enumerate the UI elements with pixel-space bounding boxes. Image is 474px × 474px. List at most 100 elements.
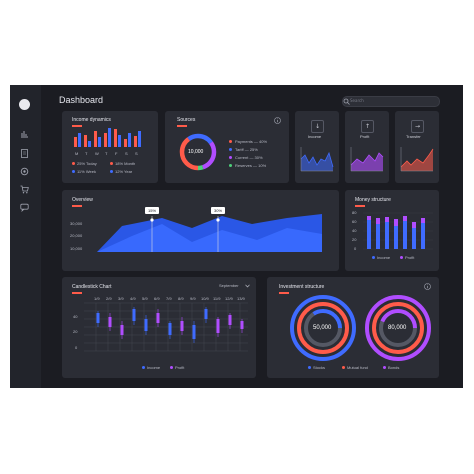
- sidebar: [10, 85, 41, 388]
- bar-pair: [114, 129, 121, 147]
- date-label: 5/9: [142, 296, 148, 301]
- stat-month: 18% Month: [115, 161, 136, 166]
- chevron-down-icon[interactable]: [245, 284, 250, 288]
- date-label: 13/9: [237, 296, 245, 301]
- y-tick: 20: [73, 329, 78, 334]
- stat-dot: [110, 170, 113, 173]
- search-input[interactable]: Search: [342, 96, 440, 107]
- month-select[interactable]: September: [219, 283, 239, 288]
- legend-dot: [383, 366, 386, 369]
- transfer-sparkline: [400, 147, 434, 172]
- date-label: 2/9: [106, 296, 112, 301]
- income-bars: [74, 128, 141, 147]
- chart-icon[interactable]: [20, 129, 29, 138]
- stat-today: 25% Today: [77, 161, 97, 166]
- info-icon[interactable]: [424, 283, 431, 290]
- date-label: 1/9: [94, 296, 100, 301]
- legend-dot: [342, 366, 345, 369]
- legend-profit: Profit: [405, 255, 415, 260]
- document-icon[interactable]: [20, 149, 29, 158]
- money-structure-bars: [363, 212, 433, 250]
- candlestick-title: Candlestick Chart: [72, 284, 112, 290]
- cart-icon[interactable]: [20, 185, 29, 194]
- overview-area-chart: [97, 207, 322, 252]
- investment-title: Investment structure: [279, 284, 325, 290]
- date-label: 8/9: [178, 296, 184, 301]
- title-underline: [355, 205, 365, 207]
- legend-profit: Profit: [175, 365, 185, 370]
- sources-card: Sources 10,000 Payments — 40% Tariff — 2…: [165, 111, 289, 183]
- y-tick: 0: [75, 345, 78, 350]
- overview-marker-label: 15%: [148, 208, 157, 213]
- y-tick: 20: [352, 237, 357, 242]
- profit-sparkline: [350, 147, 384, 172]
- legend-income: Income: [377, 255, 391, 260]
- mini-card-label: Transfer: [406, 134, 421, 139]
- money-bars: [367, 216, 425, 249]
- title-underline: [72, 205, 82, 207]
- day-label: M: [75, 151, 79, 156]
- date-label: 7/9: [166, 296, 172, 301]
- title-underline: [177, 125, 187, 127]
- day-label: S: [135, 151, 138, 156]
- bar-pair: [74, 133, 81, 147]
- legend-dot: [142, 366, 145, 369]
- y-tick: 40: [73, 314, 78, 319]
- day-label: F: [115, 151, 118, 156]
- stat-dot: [72, 170, 75, 173]
- stat-year: 12% Year: [115, 169, 133, 174]
- bar-pair: [104, 128, 111, 147]
- date-label: 10/9: [201, 296, 209, 301]
- legend-dot: [229, 156, 232, 159]
- profit-mini-card[interactable]: ↑ Profit: [345, 111, 389, 183]
- legend-payments: Payments — 40%: [235, 139, 268, 144]
- info-icon[interactable]: [274, 117, 281, 124]
- investment-rings: [290, 295, 431, 361]
- stat-dot: [110, 162, 113, 165]
- chat-icon[interactable]: [20, 203, 29, 212]
- search-icon: [343, 98, 350, 105]
- transfer-mini-card[interactable]: → Transfer: [395, 111, 439, 183]
- date-label: 4/9: [130, 296, 136, 301]
- mini-card-label: Profit: [360, 134, 370, 139]
- search-placeholder: Search: [350, 98, 364, 103]
- bar-pair: [134, 131, 141, 147]
- date-label: 3/9: [118, 296, 124, 301]
- sources-title: Sources: [177, 117, 196, 123]
- y-tick: 60: [352, 219, 357, 224]
- investment-value: 80,000: [388, 325, 407, 331]
- legend-reserves: Reserves — 10%: [235, 163, 267, 168]
- date-label: 6/9: [154, 296, 160, 301]
- y-tick: 30,000: [70, 221, 83, 226]
- y-tick: 40: [352, 228, 357, 233]
- overview-title: Overview: [72, 197, 93, 203]
- dashboard-window: Dashboard Search Income dynamics M T W T…: [10, 85, 463, 388]
- settings-icon[interactable]: [20, 167, 29, 176]
- title-underline: [279, 292, 289, 294]
- sources-donut: [179, 133, 217, 171]
- money-structure-card: Money structure 80 60 40 20 0 Income Pro…: [345, 190, 439, 271]
- arrow-down-icon: ↓: [311, 120, 324, 133]
- day-label: S: [125, 151, 128, 156]
- overview-card: Overview 30,000 20,000 10,000 15% 30%: [62, 190, 339, 271]
- bar-pair: [94, 131, 101, 147]
- legend-dot: [372, 256, 375, 259]
- legend-dot: [229, 148, 232, 151]
- legend-dot: [229, 164, 232, 167]
- overview-marker-label: 30%: [214, 208, 223, 213]
- day-label: W: [95, 151, 99, 156]
- income-mini-card[interactable]: ↓ Income: [295, 111, 339, 183]
- logo: [19, 99, 30, 110]
- legend-dot: [170, 366, 173, 369]
- bar-pair: [124, 133, 131, 147]
- legend-mutual-fund: Mutual fund: [347, 365, 368, 370]
- sources-total: 10,000: [188, 149, 204, 155]
- mini-card-label: Income: [308, 134, 322, 139]
- income-sparkline: [300, 147, 334, 172]
- date-label: 12/9: [225, 296, 233, 301]
- date-label: 11/9: [213, 296, 221, 301]
- legend-stocks: Stocks: [313, 365, 326, 370]
- legend-current: Current — 30%: [235, 155, 263, 160]
- income-dynamics-title: Income dynamics: [72, 117, 111, 123]
- y-tick: 10,000: [70, 246, 83, 251]
